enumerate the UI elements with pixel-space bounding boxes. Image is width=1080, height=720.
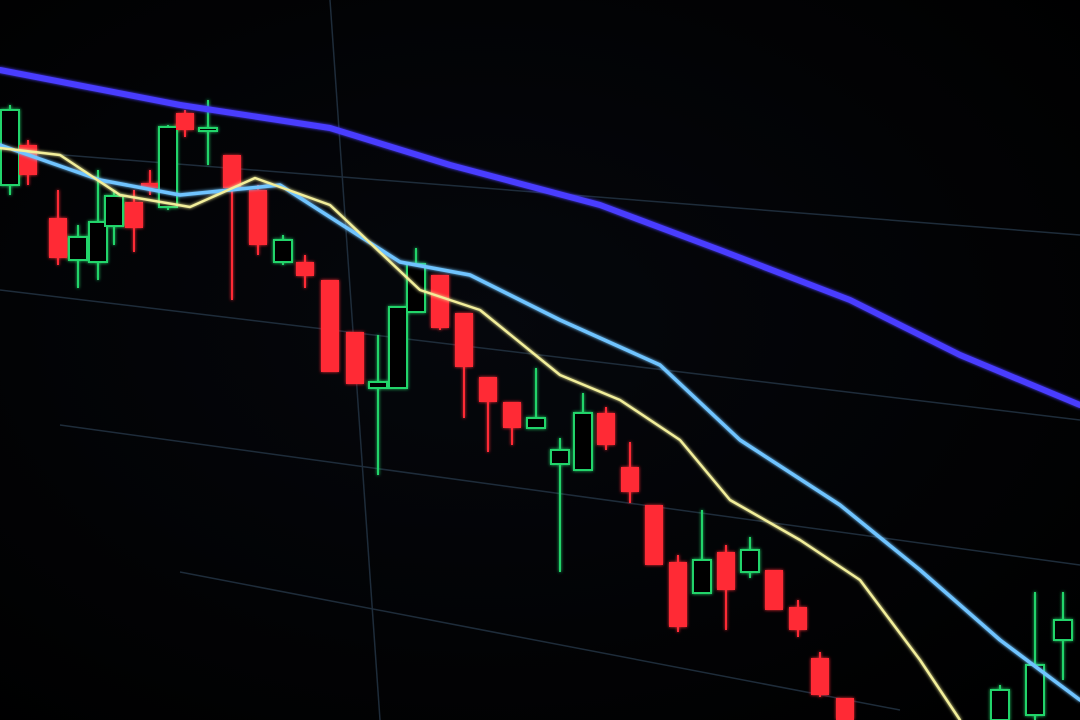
- candle-body: [223, 155, 241, 188]
- candle-body: [273, 239, 293, 263]
- candle-body: [717, 552, 735, 590]
- grid-line: [0, 289, 1080, 421]
- candle-body: [346, 332, 364, 384]
- candle-body: [990, 689, 1010, 720]
- candle-body: [296, 262, 314, 276]
- candle-body: [68, 236, 88, 261]
- grid-line: [179, 571, 901, 711]
- candle-body: [125, 202, 143, 228]
- candle-body: [811, 658, 829, 695]
- candle-body: [455, 313, 473, 367]
- candles: [0, 100, 1073, 720]
- candle-body: [176, 113, 194, 130]
- candle-body: [526, 417, 546, 429]
- candle-body: [692, 559, 712, 594]
- candle-body: [836, 698, 854, 720]
- grid-line: [0, 149, 1080, 236]
- candle-body: [249, 190, 267, 245]
- candle-body: [597, 413, 615, 445]
- candle-body: [49, 218, 67, 258]
- candle-body: [388, 306, 408, 389]
- candle-body: [621, 467, 639, 492]
- candle-body: [789, 607, 807, 630]
- candle-body: [645, 505, 663, 565]
- candle-body: [141, 183, 159, 188]
- candle-body: [104, 195, 124, 227]
- candle-body: [406, 263, 426, 313]
- candle-body: [573, 412, 593, 471]
- candle-body: [550, 449, 570, 465]
- candle-body: [503, 402, 521, 428]
- grid-line: [59, 424, 1080, 566]
- candle-body: [669, 562, 687, 627]
- yellow-average: [0, 146, 962, 720]
- candle-body: [1053, 619, 1073, 641]
- light-blue-average: [0, 143, 1080, 702]
- blue-average: [0, 67, 1080, 408]
- candle-body: [368, 381, 388, 389]
- candle-body: [740, 549, 760, 573]
- candle-body: [158, 126, 178, 208]
- candle-body: [88, 221, 108, 263]
- candle-body: [321, 280, 339, 372]
- candle-body: [479, 377, 497, 402]
- candle-body: [431, 275, 449, 328]
- candle-body: [765, 570, 783, 610]
- candle-body: [198, 127, 218, 132]
- moving-averages: [0, 67, 1080, 720]
